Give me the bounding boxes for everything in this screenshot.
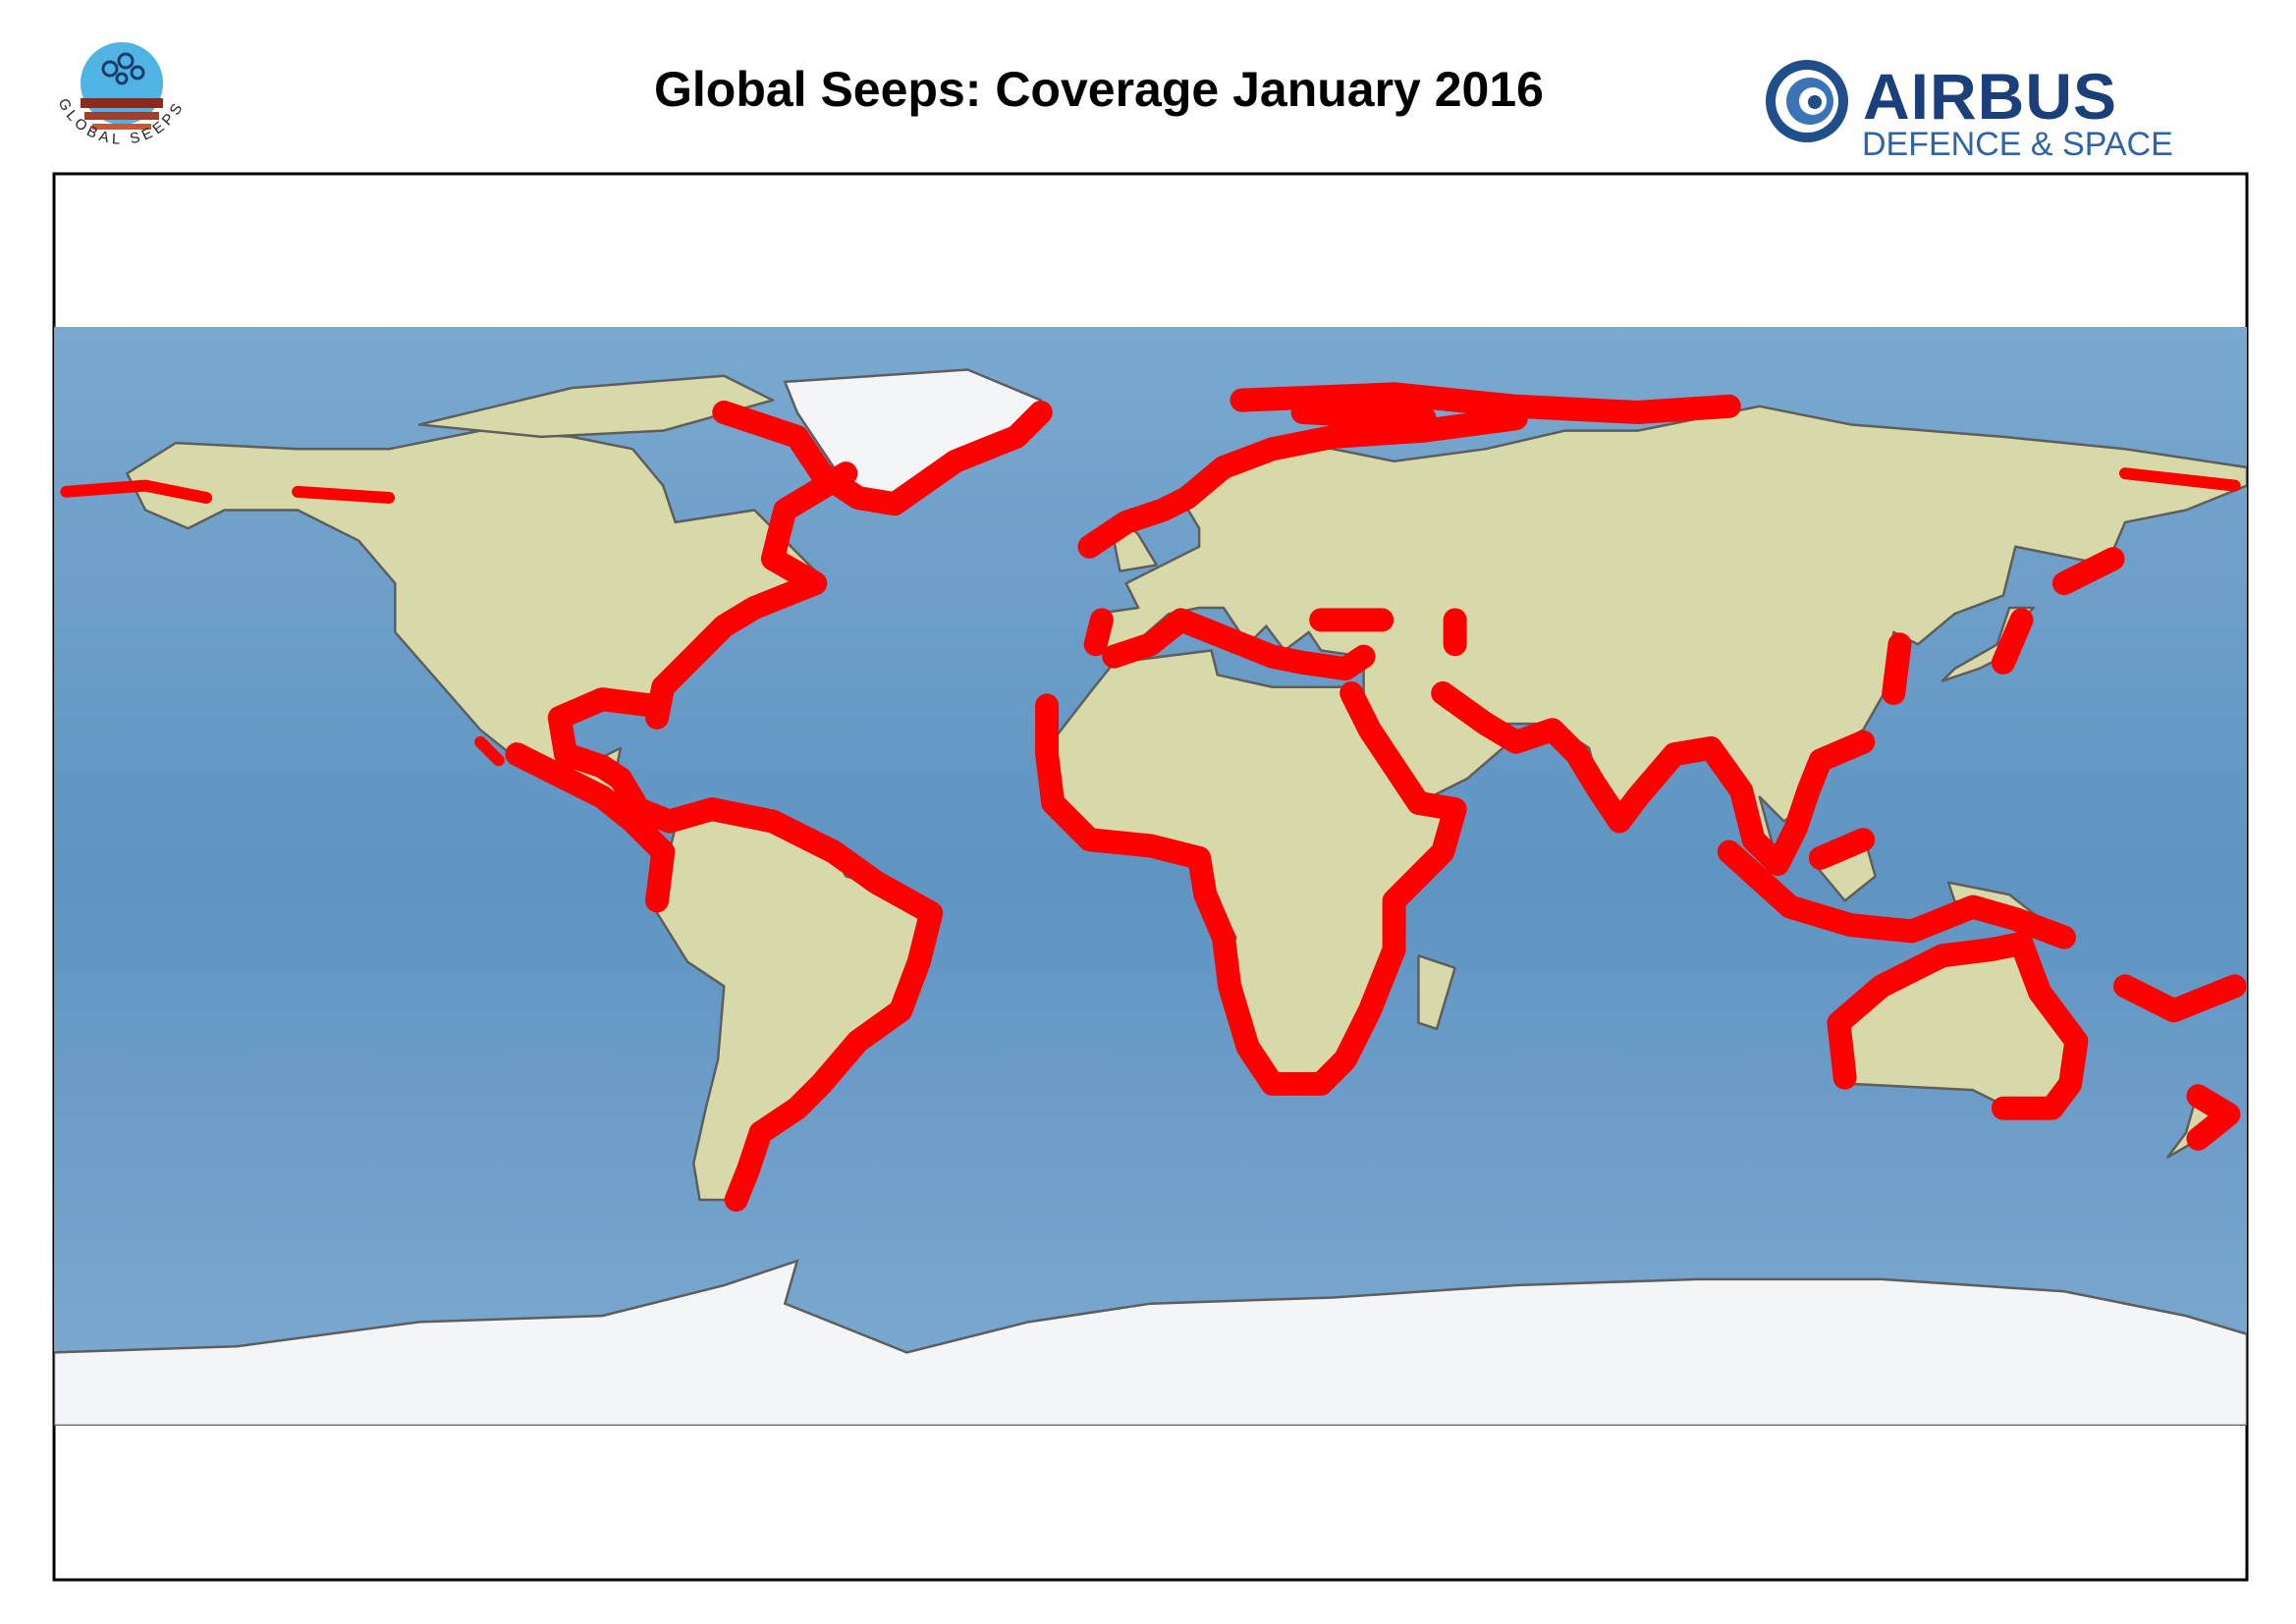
title: Global Seeps: Coverage January 2016 [654,62,1544,117]
coverage-greenland [724,412,1041,504]
airbus-logo: AIRBUS DEFENCE & SPACE [1766,60,2173,163]
madagascar [1418,955,1454,1029]
coverage-america-east [560,473,931,1200]
coverage-pacific [66,473,2234,760]
coverage-australia [1838,944,2234,1139]
coverage [66,394,2234,1200]
coverage-america-west [517,754,663,900]
antarctica [54,1261,2247,1426]
coverage-asia [1443,559,2112,937]
coverage-africa [1047,693,1455,1084]
arctic-islands [419,376,773,437]
global-seeps-logo: GLOBAL SEEPS [55,42,184,148]
coverage-arctic [1242,394,1729,418]
airbus-tagline: DEFENCE & SPACE [1862,126,2173,163]
coverage-europe [1089,418,1515,669]
landmasses [54,369,2247,1426]
map [54,327,2247,1426]
airbus-name: AIRBUS [1863,60,2117,133]
